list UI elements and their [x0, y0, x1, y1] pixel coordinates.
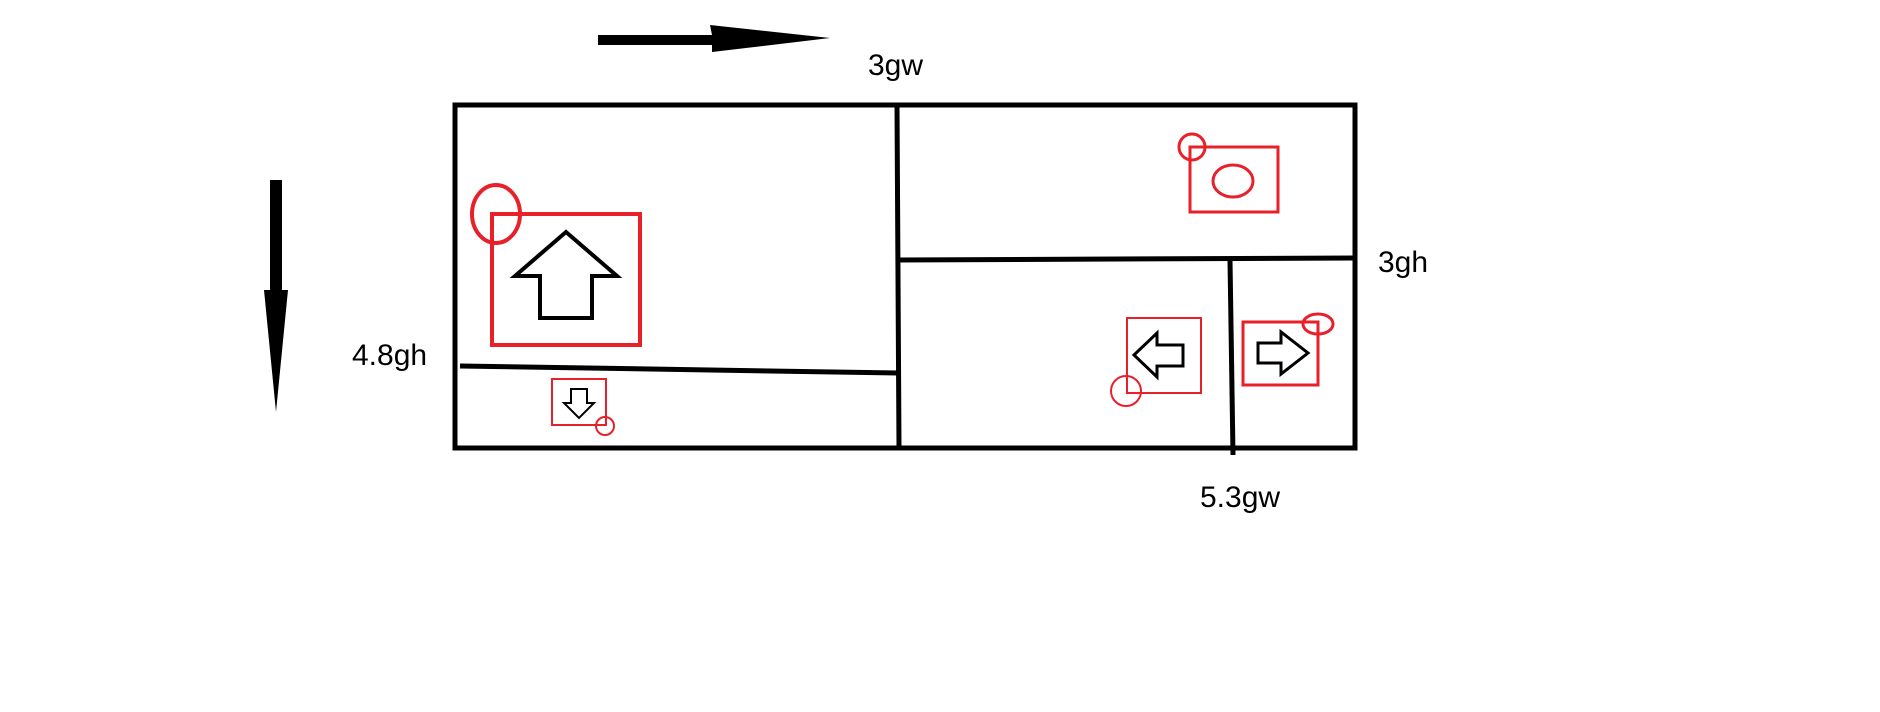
panel-right — [1241, 312, 1335, 387]
anchor-circle-icon — [1301, 312, 1335, 336]
anchor-circle-icon — [1177, 132, 1207, 162]
panel-circle — [1177, 132, 1280, 214]
anchor-circle-icon — [1110, 375, 1142, 407]
outer-frame — [452, 102, 1358, 451]
right-arrow-icon — [1256, 328, 1311, 378]
anchor-circle-icon — [595, 416, 615, 436]
vertical-divider-bottom-right — [1227, 259, 1236, 456]
label-bottom-split: 5.3gw — [1200, 481, 1280, 514]
panel-up — [470, 183, 642, 347]
label-top-split: 3gw — [868, 49, 923, 82]
label-right-split: 3gh — [1378, 246, 1428, 279]
panel-left — [1110, 317, 1202, 407]
horizontal-divider-right — [898, 255, 1356, 263]
flow-right-arrow-icon — [598, 25, 830, 52]
left-arrow-icon — [1131, 329, 1185, 381]
down-arrow-icon — [561, 388, 597, 420]
label-left-split: 4.8gh — [352, 339, 427, 372]
panel-down — [551, 378, 615, 436]
anchor-circle-icon — [470, 183, 522, 245]
flow-down-arrow-icon — [264, 180, 288, 412]
vertical-divider-main — [894, 104, 902, 449]
horizontal-divider-left — [459, 363, 900, 376]
circle-icon — [1211, 163, 1255, 199]
up-arrow-icon — [509, 229, 623, 320]
